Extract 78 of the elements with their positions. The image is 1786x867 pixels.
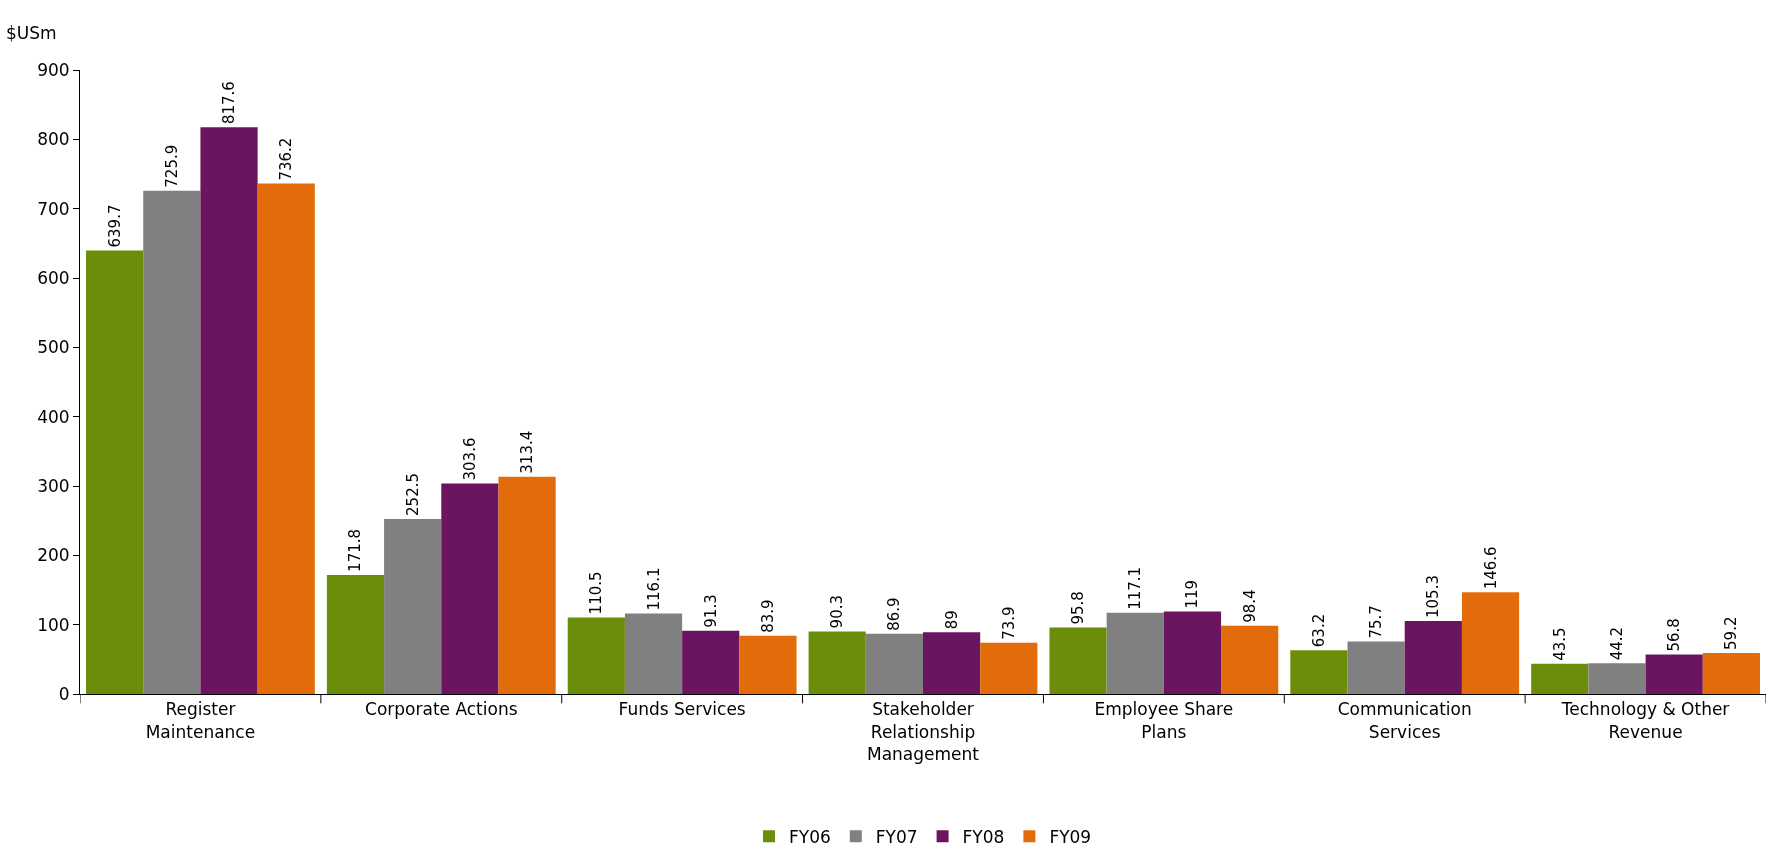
data-label: 83.9 xyxy=(758,599,777,633)
bar xyxy=(1588,663,1646,694)
data-label: 303.6 xyxy=(460,437,479,481)
bar xyxy=(808,631,866,694)
y-tick-label: 600 xyxy=(37,267,70,288)
y-tick-label: 800 xyxy=(37,129,70,150)
data-label: 91.3 xyxy=(701,594,720,628)
data-label: 117.1 xyxy=(1126,566,1145,610)
data-label: 86.9 xyxy=(885,597,904,631)
legend-label: FY08 xyxy=(962,826,1005,847)
bar xyxy=(326,574,385,694)
data-label: 252.5 xyxy=(403,472,422,516)
y-axis-title: $USm xyxy=(6,23,57,43)
legend-label: FY06 xyxy=(789,826,831,847)
data-label: 119 xyxy=(1183,579,1202,609)
bar xyxy=(441,483,499,694)
legend-label: FY09 xyxy=(1049,826,1092,847)
y-tick-label: 900 xyxy=(37,59,70,80)
bar xyxy=(498,476,556,694)
data-label: 98.4 xyxy=(1240,589,1259,623)
bar xyxy=(86,250,144,694)
bar xyxy=(1645,654,1703,694)
data-label: 116.1 xyxy=(644,567,663,611)
data-label: 63.2 xyxy=(1309,613,1328,648)
y-tick-label: 500 xyxy=(37,337,70,358)
data-label: 171.8 xyxy=(346,528,365,572)
y-tick-label: 400 xyxy=(37,406,70,427)
data-label: 725.9 xyxy=(162,144,181,188)
bar xyxy=(200,127,258,694)
bar xyxy=(1531,663,1589,694)
data-label: 43.5 xyxy=(1550,627,1569,661)
data-label: 146.6 xyxy=(1481,546,1500,590)
data-label: 73.9 xyxy=(999,606,1018,640)
data-label: 59.2 xyxy=(1722,616,1741,650)
data-label: 110.5 xyxy=(587,571,606,615)
data-label: 44.2 xyxy=(1607,626,1626,661)
bar xyxy=(1702,652,1760,694)
x-tick-label: Register Maintenance xyxy=(145,699,256,742)
bar xyxy=(1290,650,1348,694)
bar xyxy=(923,632,981,694)
bar xyxy=(1347,641,1405,694)
bar xyxy=(257,183,315,694)
bar xyxy=(980,642,1038,694)
legend-label: FY07 xyxy=(875,826,918,847)
data-label: 105.3 xyxy=(1424,575,1443,618)
y-tick-label: 300 xyxy=(37,475,70,496)
data-label: 736.2 xyxy=(277,137,296,181)
bar xyxy=(1106,612,1164,694)
x-tick-label: Stakeholder Relationship Management xyxy=(867,699,980,764)
bar xyxy=(1461,592,1520,694)
data-label: 639.7 xyxy=(105,204,124,248)
bar xyxy=(1049,627,1107,694)
bar xyxy=(1163,611,1222,694)
data-label: 56.8 xyxy=(1665,618,1684,652)
bar xyxy=(1404,620,1462,694)
bar xyxy=(143,190,201,694)
y-tick-label: 700 xyxy=(37,198,70,219)
bar xyxy=(624,613,683,694)
data-label: 817.6 xyxy=(220,81,239,125)
x-tick-label: Communication Services xyxy=(1337,699,1472,742)
y-tick-label: 200 xyxy=(37,545,70,566)
bar xyxy=(384,518,442,694)
bar xyxy=(1221,625,1279,694)
y-tick-label: 0 xyxy=(58,683,70,704)
bar xyxy=(567,617,625,694)
x-tick-label: Technology & Other Revenue xyxy=(1560,699,1730,742)
bar xyxy=(682,630,740,694)
data-label: 313.4 xyxy=(518,430,537,474)
data-label: 95.8 xyxy=(1069,591,1088,625)
data-label: 75.7 xyxy=(1367,605,1386,639)
bar xyxy=(865,633,923,694)
data-label: 90.3 xyxy=(828,594,847,629)
x-tick-label: Corporate Actions xyxy=(365,699,518,720)
x-tick-label: Employee Share Plans xyxy=(1094,699,1234,742)
bar xyxy=(739,635,797,694)
data-label: 89 xyxy=(942,610,961,630)
y-tick-label: 100 xyxy=(37,614,70,635)
x-tick-label: Funds Services xyxy=(618,699,746,720)
